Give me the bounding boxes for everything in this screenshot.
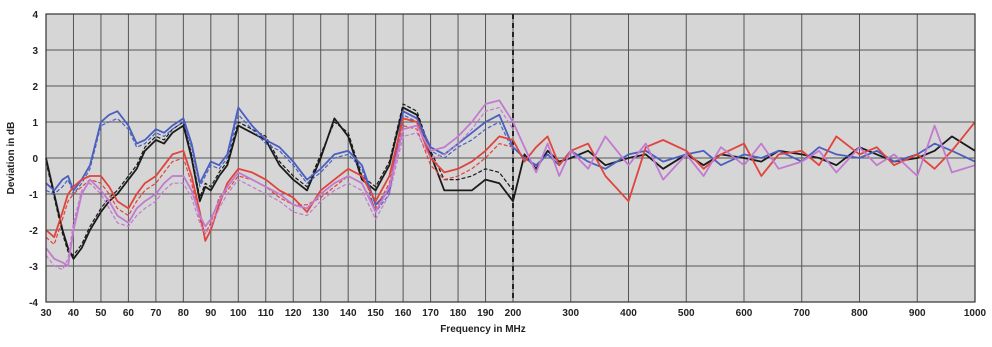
y-tick-label: 2 [32, 82, 38, 93]
x-tick-label: 160 [395, 308, 412, 319]
x-tick-label: 30 [40, 308, 52, 319]
x-tick-label: 170 [422, 308, 439, 319]
y-tick-label: 0 [32, 154, 38, 165]
y-axis-label: Deviation in dB [6, 122, 17, 195]
y-tick-label: -1 [29, 190, 38, 201]
series-line-4 [45, 114, 514, 213]
x-axis-label: Frequency in MHz [440, 324, 526, 335]
plot-frame [45, 13, 976, 303]
y-tick-label: -4 [29, 298, 38, 309]
x-tick-label: 80 [178, 308, 190, 319]
x-tick-label: 140 [340, 308, 357, 319]
x-tick-label: 900 [909, 308, 926, 319]
x-tick-label: 180 [450, 308, 467, 319]
x-tick-label: 400 [620, 308, 637, 319]
x-tick-label: 40 [68, 308, 80, 319]
x-tick-labels: 30 40 50 60 70 80 90 100 110 120 130 140 150 160 170 18… [40, 308, 986, 319]
series-layer [45, 99, 976, 271]
x-tick-label: 110 [258, 308, 275, 319]
x-tick-label: 150 [367, 308, 384, 319]
x-tick-label: 700 [793, 308, 810, 319]
x-tick-label: 90 [205, 308, 217, 319]
x-tick-label: 70 [150, 308, 162, 319]
x-tick-label: 600 [736, 308, 753, 319]
x-tick-label: 200 [505, 308, 522, 319]
x-tick-label: 800 [851, 308, 868, 319]
series-line-2 [45, 103, 514, 256]
x-tick-label: 190 [477, 308, 494, 319]
y-tick-label: -3 [29, 262, 38, 273]
x-tick-label: 50 [95, 308, 107, 319]
x-tick-label: 1000 [964, 308, 987, 319]
y-tick-label: 3 [32, 46, 38, 57]
x-tick-label: 60 [123, 308, 135, 319]
series-line-5 [45, 117, 976, 242]
series-line-7 [45, 99, 976, 267]
y-tick-label: -2 [29, 226, 38, 237]
x-tick-label: 130 [312, 308, 329, 319]
x-tick-label: 100 [230, 308, 247, 319]
x-tick-label: 300 [562, 308, 579, 319]
x-tick-label: 500 [678, 308, 695, 319]
y-tick-labels: 4 3 2 1 0 -1 -2 -3 -4 [29, 10, 38, 309]
series-line-8 [45, 106, 514, 271]
y-tick-label: 1 [32, 118, 38, 129]
x-tick-label: 120 [285, 308, 302, 319]
y-tick-label: 4 [32, 10, 38, 21]
